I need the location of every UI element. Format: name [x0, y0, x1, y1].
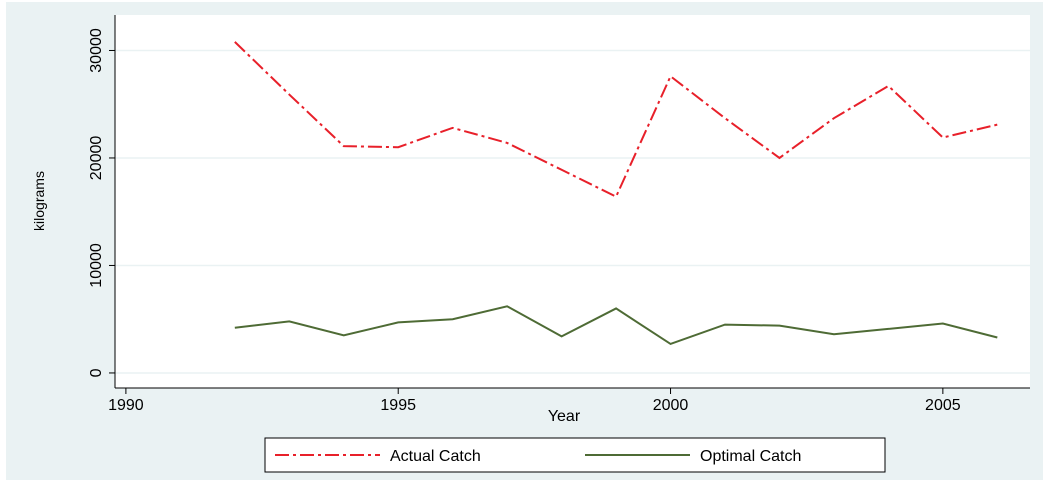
data-line	[234, 41, 998, 199]
x-tick-label: 1990	[108, 397, 144, 414]
y-tick-label: 30000	[88, 28, 105, 73]
y-tick-label: 10000	[88, 243, 105, 288]
x-tick-label: 1995	[380, 397, 416, 414]
plot-layer: 0 10000 20000 30000 1990 1995 2000 2005 Actual C…	[88, 15, 1030, 465]
plot-area	[115, 15, 1030, 388]
x-tick-label: 2005	[925, 397, 961, 414]
legend-label: Optimal Catch	[700, 448, 801, 465]
y-axis-label: kilograms	[31, 171, 47, 231]
y-tick-label: 20000	[88, 136, 105, 181]
x-axis-label: Year	[548, 408, 581, 425]
legend-label: Actual Catch	[390, 448, 481, 465]
data-line	[234, 305, 998, 346]
y-tick-label: 0	[88, 368, 105, 377]
x-tick-label: 2000	[653, 397, 689, 414]
